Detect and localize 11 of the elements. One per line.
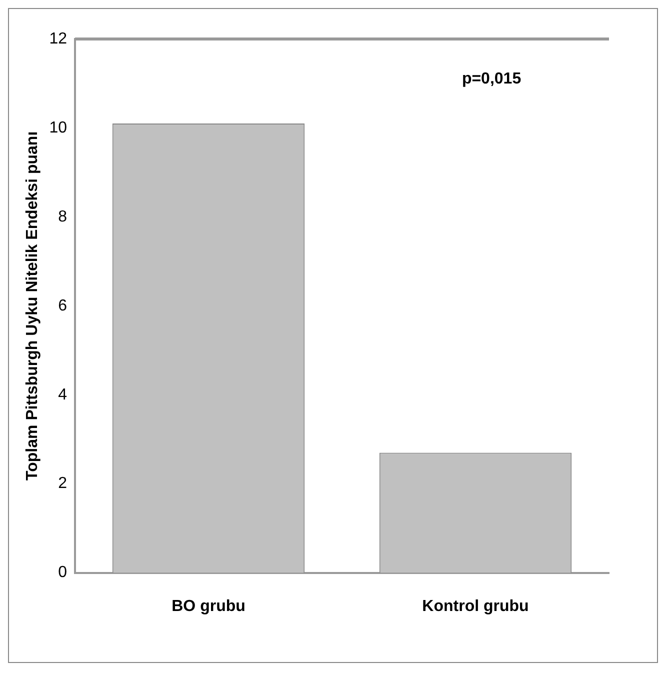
y-tick-label: 0 bbox=[58, 564, 68, 582]
y-tick-label: 8 bbox=[58, 208, 68, 226]
annotation: p=0,015 bbox=[462, 70, 522, 88]
y-tick-label: 4 bbox=[58, 386, 68, 404]
x-tick-label: BO grubu bbox=[172, 598, 246, 615]
y-tick-label: 12 bbox=[49, 30, 68, 48]
y-tick-label: 10 bbox=[49, 119, 68, 136]
y-axis-title: Toplam Pittsburgh Uyku Nitelik Endeksi puanı bbox=[24, 131, 42, 480]
x-tick-label: Kontrol grubu bbox=[422, 598, 529, 615]
y-tick-label: 6 bbox=[58, 297, 68, 314]
y-tick-label: 2 bbox=[58, 475, 68, 492]
